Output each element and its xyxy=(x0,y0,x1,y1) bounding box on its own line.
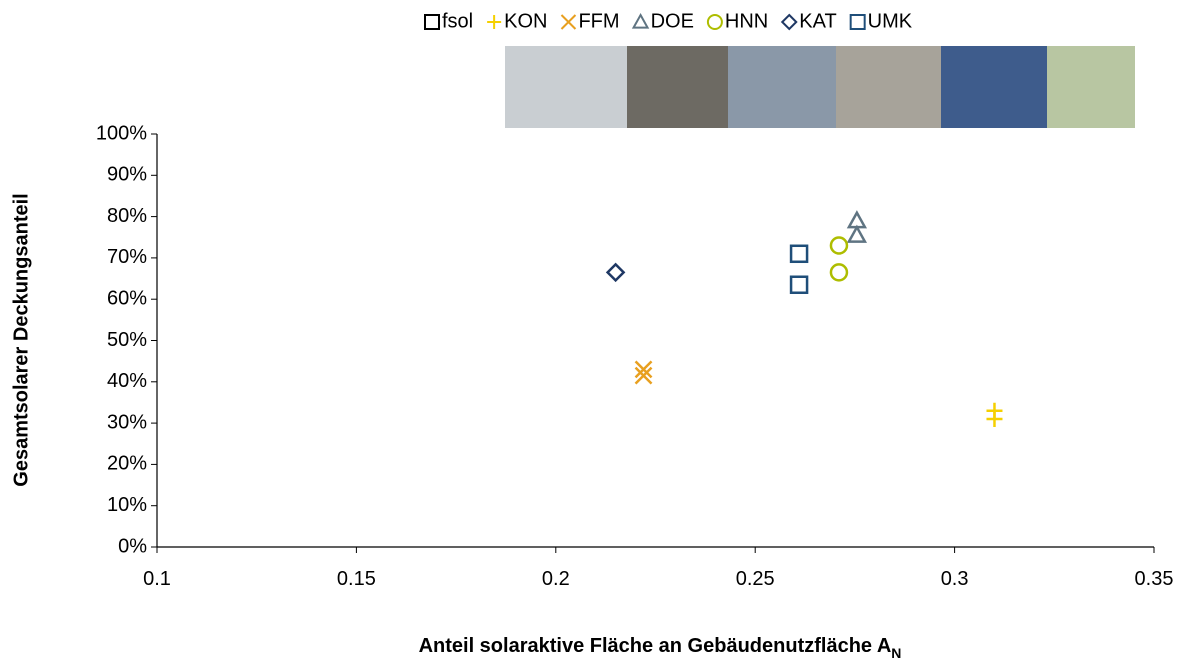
x-tick-label: 0.35 xyxy=(1135,568,1174,590)
y-tick-label: 90% xyxy=(107,164,147,186)
legend-marker xyxy=(849,14,866,30)
legend-label: HNN xyxy=(725,10,768,32)
legend-label: FFM xyxy=(578,10,619,32)
marker xyxy=(634,366,653,385)
y-tick-label: 20% xyxy=(107,453,147,475)
x-axis-label-main: Anteil solaraktive Fläche an Gebäudenutz… xyxy=(419,635,892,657)
legend-marker xyxy=(780,13,798,31)
photo xyxy=(836,46,941,128)
legend-marker xyxy=(631,12,650,29)
y-tick-label: 10% xyxy=(107,494,147,516)
y-tick-label: 0% xyxy=(118,535,147,557)
building-photos xyxy=(505,46,1135,128)
y-tick-label: 70% xyxy=(107,246,147,268)
x-tick-label: 0.25 xyxy=(736,568,775,590)
x-tick-label: 0.15 xyxy=(337,568,376,590)
marker xyxy=(829,263,849,282)
marker xyxy=(986,410,1003,427)
x-tick-label: 0.1 xyxy=(143,568,171,590)
legend-marker xyxy=(424,14,440,30)
x-tick-label: 0.2 xyxy=(542,568,570,590)
legend-marker xyxy=(487,15,502,29)
marker xyxy=(829,236,849,255)
legend-label: DOE xyxy=(651,10,694,32)
y-tick-label: 30% xyxy=(107,411,147,433)
x-axis-label: Anteil solaraktive Fläche an Gebäudenutz… xyxy=(419,635,902,661)
legend-label: UMK xyxy=(868,10,913,32)
y-axis-label: Gesamtsolarer Deckungsanteil xyxy=(10,193,32,486)
y-tick-label: 50% xyxy=(107,329,147,351)
marker xyxy=(789,275,809,294)
legend-label: KON xyxy=(504,10,547,32)
photo xyxy=(941,46,1047,128)
marker xyxy=(605,262,626,283)
marker xyxy=(634,360,653,379)
x-tick-label: 0.3 xyxy=(941,568,969,590)
marker xyxy=(789,244,809,264)
x-axis-label-subscript: N xyxy=(891,645,901,661)
y-tick-label: 100% xyxy=(96,122,147,144)
legend-marker xyxy=(706,14,723,30)
photo xyxy=(728,46,836,128)
photo xyxy=(1047,46,1135,128)
legend-label: fsol xyxy=(442,10,473,32)
photo xyxy=(505,46,627,128)
marker xyxy=(846,224,868,243)
photo xyxy=(627,46,728,128)
y-tick-label: 60% xyxy=(107,287,147,309)
legend-marker xyxy=(560,14,577,30)
y-tick-label: 40% xyxy=(107,370,147,392)
y-tick-label: 80% xyxy=(107,205,147,227)
legend-label: KAT xyxy=(799,10,836,32)
